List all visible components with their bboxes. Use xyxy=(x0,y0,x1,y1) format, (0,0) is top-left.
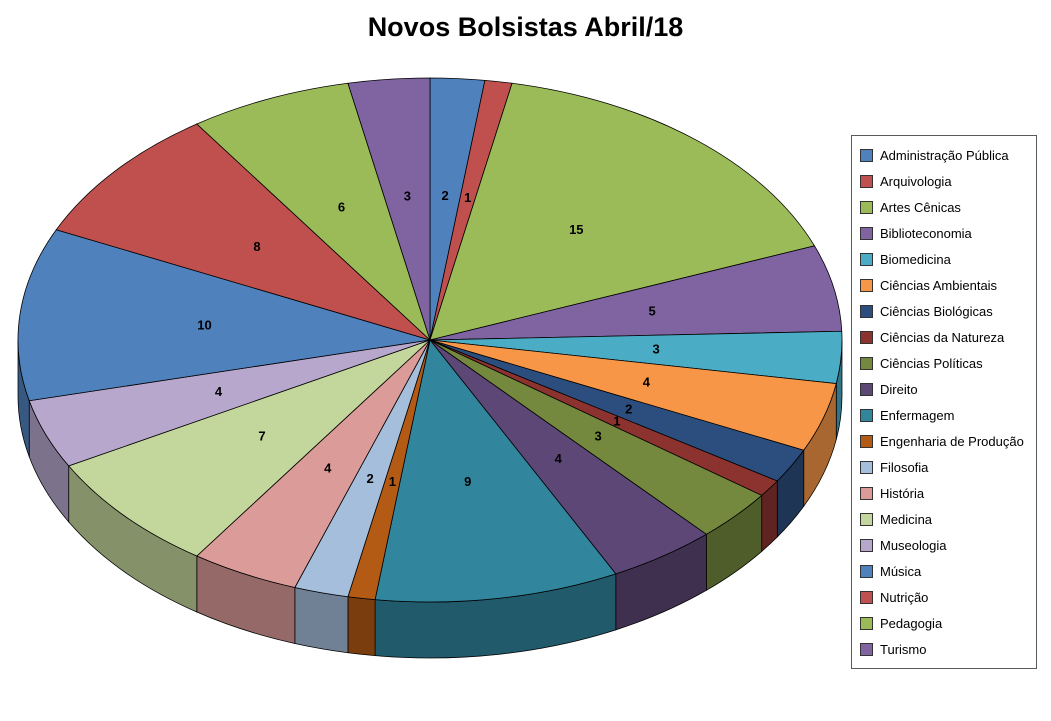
legend-swatch-biomedicina xyxy=(860,252,873,266)
legend-item-arquivologia: Arquivologia xyxy=(860,168,1028,194)
slice-value-label-biomedicina: 3 xyxy=(652,342,659,357)
slice-value-label-biblioteconomia: 5 xyxy=(648,303,655,318)
pie-slice-medicina xyxy=(68,339,431,557)
legend-swatch-artes-cenicas xyxy=(860,200,873,214)
legend-swatch-nutricao xyxy=(860,590,873,604)
legend-item-historia: História xyxy=(860,480,1028,506)
slice-value-label-administracao-publica: 2 xyxy=(442,188,449,203)
slice-value-label-nutricao: 8 xyxy=(253,239,260,254)
legend-item-ciencias-ambientais: Ciências Ambientais xyxy=(860,272,1028,298)
pie-slice-wall-engenharia-de-producao xyxy=(347,596,376,657)
legend-swatch-ciencias-biologicas xyxy=(860,304,873,318)
slice-value-label-musica: 10 xyxy=(197,318,211,333)
legend-label-turismo: Turismo xyxy=(880,641,927,657)
legend-item-musica: Música xyxy=(860,558,1028,584)
legend-swatch-ciencias-politicas xyxy=(860,356,873,370)
legend-item-filosofia: Filosofia xyxy=(860,454,1028,480)
legend-swatch-direito xyxy=(860,382,873,396)
chart-title: Novos Bolsistas Abril/18 xyxy=(367,12,684,42)
legend-item-ciencias-da-natureza: Ciências da Natureza xyxy=(860,324,1028,350)
legend-item-enfermagem: Enfermagem xyxy=(860,402,1028,428)
slice-value-label-filosofia: 2 xyxy=(367,471,374,486)
pie-slice-pedagogia xyxy=(196,82,431,342)
legend-label-biomedicina: Biomedicina xyxy=(880,251,951,267)
legend-swatch-arquivologia xyxy=(860,174,873,188)
slice-value-label-medicina: 7 xyxy=(258,429,265,444)
legend-label-administracao-publica: Administração Pública xyxy=(880,147,1009,163)
pie-slice-wall-filosofia xyxy=(294,587,349,654)
legend-item-administracao-publica: Administração Pública xyxy=(860,142,1028,168)
legend-swatch-enfermagem xyxy=(860,408,873,422)
legend-label-ciencias-politicas: Ciências Políticas xyxy=(880,355,983,371)
legend-label-ciencias-biologicas: Ciências Biológicas xyxy=(880,303,993,319)
legend-label-artes-cenicas: Artes Cênicas xyxy=(880,199,961,215)
slice-value-label-pedagogia: 6 xyxy=(338,199,345,214)
slice-value-label-ciencias-da-natureza: 1 xyxy=(613,414,620,429)
legend-label-enfermagem: Enfermagem xyxy=(880,407,955,423)
legend-swatch-biblioteconomia xyxy=(860,226,873,240)
slice-value-label-museologia: 4 xyxy=(215,384,223,399)
pie-slice-musica xyxy=(17,229,431,402)
legend-swatch-engenharia-de-producao xyxy=(860,434,873,448)
legend-item-turismo: Turismo xyxy=(860,636,1028,662)
pie-slice-biblioteconomia xyxy=(429,245,843,341)
legend-label-biblioteconomia: Biblioteconomia xyxy=(880,225,972,241)
slice-value-label-engenharia-de-producao: 1 xyxy=(389,474,396,489)
slice-value-label-arquivologia: 1 xyxy=(464,190,471,205)
legend-item-direito: Direito xyxy=(860,376,1028,402)
legend-label-filosofia: Filosofia xyxy=(880,459,929,475)
legend-label-museologia: Museologia xyxy=(880,537,947,553)
legend-label-ciencias-da-natureza: Ciências da Natureza xyxy=(880,329,1005,345)
legend-item-ciencias-biologicas: Ciências Biológicas xyxy=(860,298,1028,324)
legend-label-musica: Música xyxy=(880,563,922,579)
legend-item-ciencias-politicas: Ciências Políticas xyxy=(860,350,1028,376)
slice-value-label-ciencias-biologicas: 2 xyxy=(625,401,632,416)
pie-slice-nutricao xyxy=(55,123,431,341)
pie-slice-turismo xyxy=(347,77,431,341)
legend-item-medicina: Medicina xyxy=(860,506,1028,532)
legend-label-medicina: Medicina xyxy=(880,511,933,527)
legend-swatch-filosofia xyxy=(860,460,873,474)
legend-label-nutricao: Nutrição xyxy=(880,589,929,605)
legend-swatch-historia xyxy=(860,486,873,500)
legend-label-arquivologia: Arquivologia xyxy=(880,173,952,189)
legend-label-engenharia-de-producao: Engenharia de Produção xyxy=(880,433,1024,449)
slice-value-label-enfermagem: 9 xyxy=(464,474,471,489)
legend-item-engenharia-de-producao: Engenharia de Produção xyxy=(860,428,1028,454)
legend-swatch-administracao-publica xyxy=(860,148,873,162)
legend-swatch-ciencias-ambientais xyxy=(860,278,873,292)
legend-swatch-museologia xyxy=(860,538,873,552)
slice-value-label-historia: 4 xyxy=(324,461,332,476)
legend-item-pedagogia: Pedagogia xyxy=(860,610,1028,636)
legend-label-pedagogia: Pedagogia xyxy=(880,615,943,631)
legend-item-biblioteconomia: Biblioteconomia xyxy=(860,220,1028,246)
pie-slice-artes-cenicas xyxy=(429,82,816,341)
legend-swatch-pedagogia xyxy=(860,616,873,630)
legend-swatch-ciencias-da-natureza xyxy=(860,330,873,344)
slice-value-label-ciencias-politicas: 3 xyxy=(594,429,601,444)
legend-swatch-musica xyxy=(860,564,873,578)
slice-value-label-ciencias-ambientais: 4 xyxy=(643,375,651,390)
legend-item-artes-cenicas: Artes Cênicas xyxy=(860,194,1028,220)
legend-item-biomedicina: Biomedicina xyxy=(860,246,1028,272)
legend-label-historia: História xyxy=(880,485,925,501)
legend-item-nutricao: Nutrição xyxy=(860,584,1028,610)
legend: Administração Pública Arquivologia Artes C… xyxy=(851,135,1037,669)
legend-swatch-turismo xyxy=(860,642,873,656)
slice-value-label-direito: 4 xyxy=(555,451,563,466)
legend-label-direito: Direito xyxy=(880,381,918,397)
slice-value-label-artes-cenicas: 15 xyxy=(569,222,583,237)
slice-value-label-turismo: 3 xyxy=(404,189,411,204)
pie-slice-enfermagem xyxy=(374,339,617,603)
legend-label-ciencias-ambientais: Ciências Ambientais xyxy=(880,277,998,293)
legend-item-museologia: Museologia xyxy=(860,532,1028,558)
legend-swatch-medicina xyxy=(860,512,873,526)
